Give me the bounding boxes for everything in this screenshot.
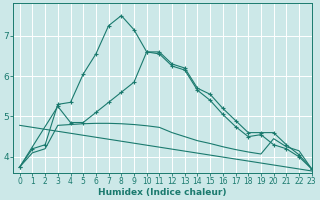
X-axis label: Humidex (Indice chaleur): Humidex (Indice chaleur) [98,188,227,197]
